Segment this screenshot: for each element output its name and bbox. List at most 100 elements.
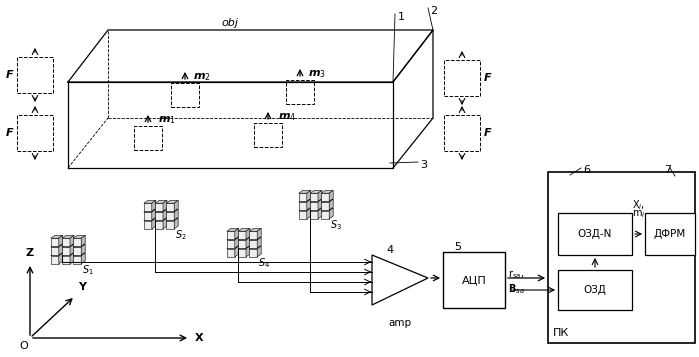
Text: m$_1$: m$_1$ <box>158 114 176 126</box>
Bar <box>286 80 314 104</box>
Polygon shape <box>144 212 152 220</box>
Polygon shape <box>174 209 178 220</box>
Polygon shape <box>51 256 59 264</box>
Text: m$_2$: m$_2$ <box>193 71 211 83</box>
Polygon shape <box>174 218 178 229</box>
Polygon shape <box>166 203 174 211</box>
Polygon shape <box>155 200 167 203</box>
Polygon shape <box>226 228 239 231</box>
Polygon shape <box>81 244 85 255</box>
Text: S$_3$: S$_3$ <box>330 218 342 232</box>
Polygon shape <box>235 246 239 257</box>
Polygon shape <box>322 190 333 193</box>
Text: ДФРМ: ДФРМ <box>654 229 686 239</box>
Polygon shape <box>70 235 74 246</box>
Polygon shape <box>238 237 250 240</box>
Polygon shape <box>70 253 74 264</box>
Polygon shape <box>155 209 167 212</box>
Text: 2: 2 <box>430 6 437 16</box>
Polygon shape <box>62 247 70 255</box>
Polygon shape <box>62 253 74 256</box>
Polygon shape <box>298 211 307 219</box>
Polygon shape <box>163 209 167 220</box>
Polygon shape <box>238 246 250 249</box>
Polygon shape <box>155 212 163 220</box>
Polygon shape <box>307 199 311 210</box>
Polygon shape <box>310 193 318 201</box>
Polygon shape <box>329 208 333 219</box>
Polygon shape <box>155 221 163 229</box>
Bar <box>645 213 695 255</box>
Text: Z: Z <box>26 248 34 258</box>
Polygon shape <box>235 228 239 239</box>
Polygon shape <box>238 231 246 239</box>
Polygon shape <box>246 228 250 239</box>
Polygon shape <box>298 199 311 202</box>
Text: O: O <box>20 341 28 351</box>
Polygon shape <box>250 249 257 257</box>
Polygon shape <box>51 235 63 238</box>
Polygon shape <box>62 256 70 264</box>
Polygon shape <box>73 247 81 255</box>
Text: 5: 5 <box>454 242 461 252</box>
Polygon shape <box>163 218 167 229</box>
Text: X$_i$,: X$_i$, <box>632 198 645 212</box>
Polygon shape <box>250 240 257 248</box>
Polygon shape <box>81 235 85 246</box>
Polygon shape <box>226 246 239 249</box>
Polygon shape <box>155 218 167 221</box>
Polygon shape <box>73 244 85 247</box>
Polygon shape <box>310 208 322 211</box>
Polygon shape <box>51 238 59 246</box>
Text: S$_2$: S$_2$ <box>175 228 187 242</box>
Polygon shape <box>318 199 322 210</box>
Polygon shape <box>144 209 156 212</box>
Polygon shape <box>238 249 246 257</box>
Polygon shape <box>226 237 239 240</box>
Polygon shape <box>51 253 63 256</box>
Polygon shape <box>226 249 235 257</box>
Text: F: F <box>6 128 13 138</box>
Polygon shape <box>329 190 333 201</box>
Text: X: X <box>195 333 203 343</box>
Polygon shape <box>73 253 85 256</box>
Text: obj: obj <box>222 18 238 28</box>
Polygon shape <box>298 190 311 193</box>
Polygon shape <box>250 228 261 231</box>
Bar <box>17 115 53 151</box>
Text: 7: 7 <box>665 165 672 175</box>
Text: B$_{sa}$: B$_{sa}$ <box>508 282 525 296</box>
Polygon shape <box>152 218 156 229</box>
Polygon shape <box>70 244 74 255</box>
Polygon shape <box>59 235 63 246</box>
Bar <box>171 83 199 107</box>
Polygon shape <box>318 208 322 219</box>
Bar <box>548 172 695 343</box>
Polygon shape <box>163 200 167 211</box>
Text: 6: 6 <box>584 165 591 175</box>
Polygon shape <box>144 203 152 211</box>
Polygon shape <box>62 235 74 238</box>
Polygon shape <box>144 200 156 203</box>
Polygon shape <box>73 238 81 246</box>
Polygon shape <box>166 218 178 221</box>
Polygon shape <box>257 237 261 248</box>
Polygon shape <box>73 235 85 238</box>
Polygon shape <box>307 208 311 219</box>
Bar <box>558 270 632 310</box>
Text: 4: 4 <box>387 245 394 255</box>
Polygon shape <box>246 237 250 248</box>
Polygon shape <box>62 244 74 247</box>
Polygon shape <box>329 199 333 210</box>
Text: F: F <box>484 73 491 83</box>
Polygon shape <box>298 208 311 211</box>
Text: S$_4$: S$_4$ <box>258 256 271 270</box>
Bar <box>558 213 632 255</box>
Polygon shape <box>257 246 261 257</box>
Polygon shape <box>73 256 81 264</box>
Polygon shape <box>322 199 333 202</box>
Text: r$_{sa}$,: r$_{sa}$, <box>508 268 524 281</box>
Polygon shape <box>322 211 329 219</box>
Polygon shape <box>81 253 85 264</box>
Text: ОЗД: ОЗД <box>584 285 607 295</box>
